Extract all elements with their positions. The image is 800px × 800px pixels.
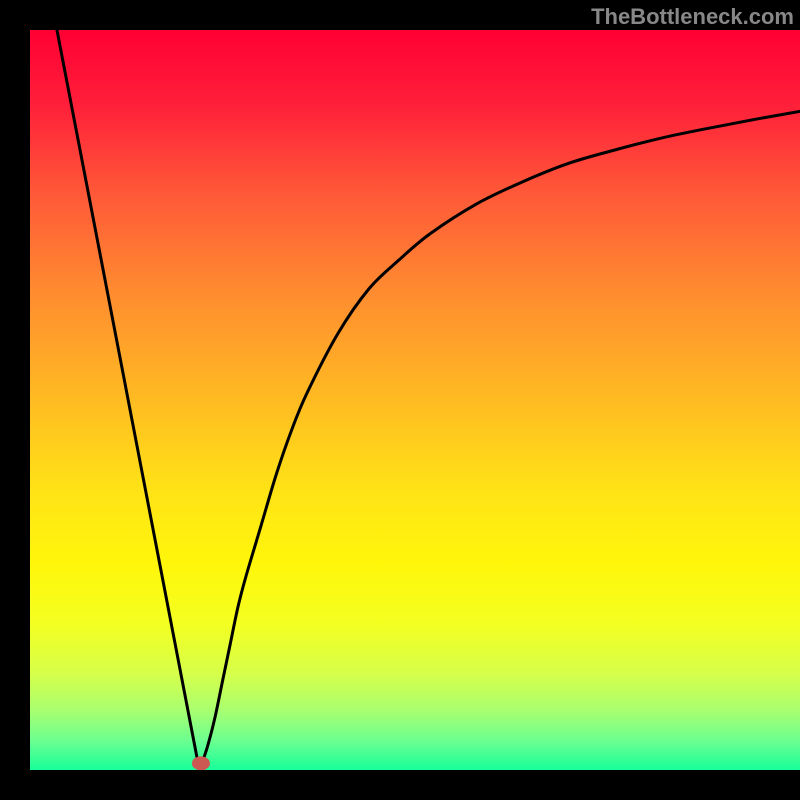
plot-area [30, 30, 800, 770]
optimum-marker [192, 756, 210, 770]
plot-svg [30, 30, 800, 770]
attribution-text: TheBottleneck.com [591, 4, 794, 30]
gradient-background [30, 30, 800, 770]
chart-container: TheBottleneck.com [0, 0, 800, 800]
